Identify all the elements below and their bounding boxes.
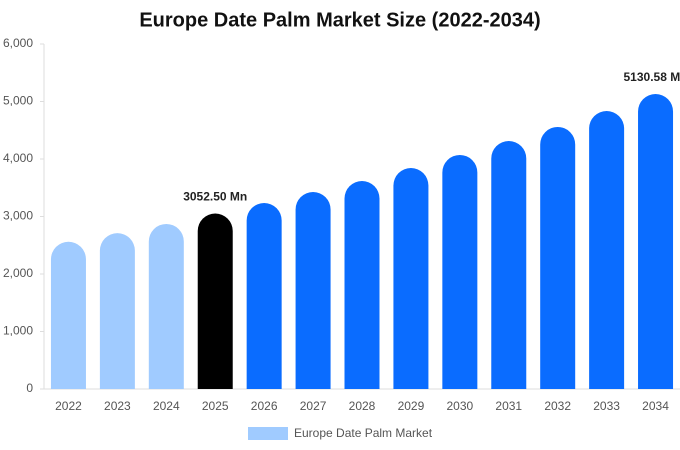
y-tick-label: 6,000 [3,36,33,50]
x-tick-label: 2025 [202,399,229,413]
x-tick-label: 2024 [153,399,180,413]
x-tick-label: 2032 [544,399,571,413]
legend-swatch [248,427,288,440]
y-tick-label: 4,000 [3,151,33,165]
x-tick-label: 2033 [593,399,620,413]
legend-label: Europe Date Palm Market [294,426,433,440]
x-tick-label: 2022 [55,399,82,413]
x-tick-label: 2031 [495,399,522,413]
x-tick-label: 2029 [398,399,425,413]
bar [491,141,527,389]
x-tick-label: 2027 [300,399,327,413]
bar [344,181,380,389]
bar [638,93,674,390]
bar [393,168,429,389]
bar [589,110,625,390]
bar [99,233,135,389]
y-tick-label: 2,000 [3,266,33,280]
y-tick-label: 0 [26,381,33,395]
bar [442,154,478,389]
value-label: 5130.58 Mn [624,70,680,84]
bar [197,213,233,389]
y-tick-label: 1,000 [3,324,33,338]
value-label: 3052.50 Mn [183,190,247,204]
x-tick-label: 2030 [446,399,473,413]
bar [540,126,576,389]
x-tick-label: 2034 [642,399,669,413]
x-tick-label: 2023 [104,399,131,413]
bar [50,241,86,389]
bar [246,202,282,389]
x-tick-label: 2026 [251,399,278,413]
y-tick-label: 5,000 [3,94,33,108]
x-tick-label: 2028 [349,399,376,413]
y-tick-label: 3,000 [3,209,33,223]
chart-title: Europe Date Palm Market Size (2022-2034) [139,9,540,31]
bar [295,192,331,389]
bar [148,223,184,389]
